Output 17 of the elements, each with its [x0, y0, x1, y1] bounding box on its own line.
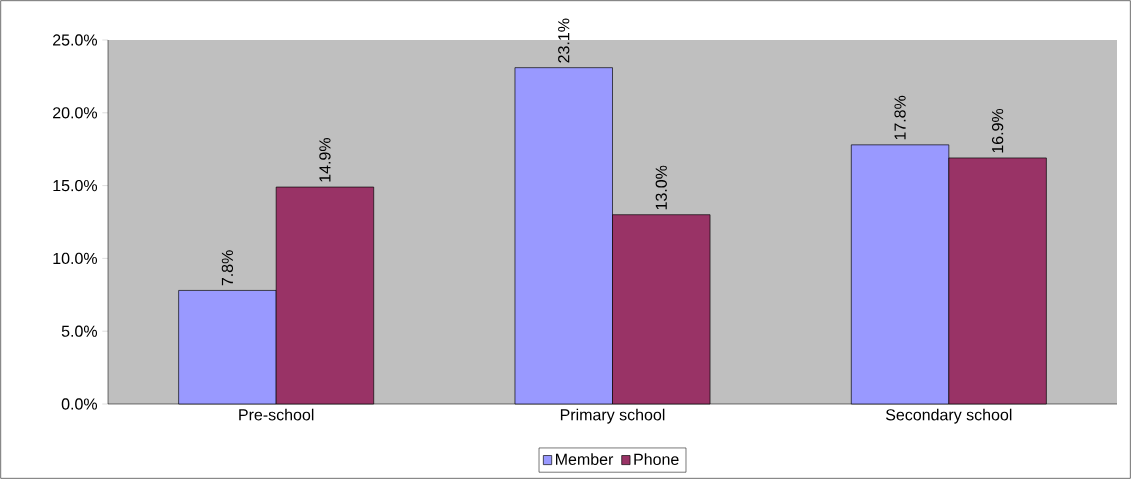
data-label: 13.0% — [655, 165, 667, 210]
y-tick-label: 10.0% — [53, 252, 98, 265]
y-tick-label: 5.0% — [61, 325, 98, 337]
x-tick-label: Secondary school — [885, 408, 1012, 424]
legend-label: Member — [556, 453, 614, 466]
y-tick-label: 15.0% — [53, 179, 98, 192]
data-label: 14.9% — [319, 138, 331, 182]
data-label: 16.9% — [991, 108, 1004, 153]
data-label: 23.1% — [558, 18, 570, 63]
y-tick-label: 0.0% — [61, 398, 98, 410]
data-label: 17.8% — [894, 95, 906, 140]
legend-label: Phone — [634, 453, 679, 466]
data-label: 7.8% — [221, 250, 234, 286]
x-tick-label: Pre-school — [239, 408, 314, 421]
y-tick-label: 20.0% — [53, 107, 98, 119]
y-tick-label: 25.0% — [53, 34, 98, 46]
x-tick-label: Primary school — [560, 408, 665, 424]
